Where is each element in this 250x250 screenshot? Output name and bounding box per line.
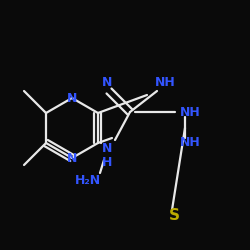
Text: H₂N: H₂N: [75, 174, 101, 186]
Text: N: N: [67, 152, 77, 164]
Text: N: N: [102, 76, 112, 90]
Text: NH: NH: [180, 106, 201, 118]
Text: NH: NH: [154, 76, 176, 90]
Text: N: N: [102, 142, 112, 154]
Text: H: H: [102, 156, 112, 168]
Text: NH: NH: [180, 136, 201, 149]
Text: N: N: [67, 92, 77, 104]
Text: S: S: [168, 208, 179, 222]
